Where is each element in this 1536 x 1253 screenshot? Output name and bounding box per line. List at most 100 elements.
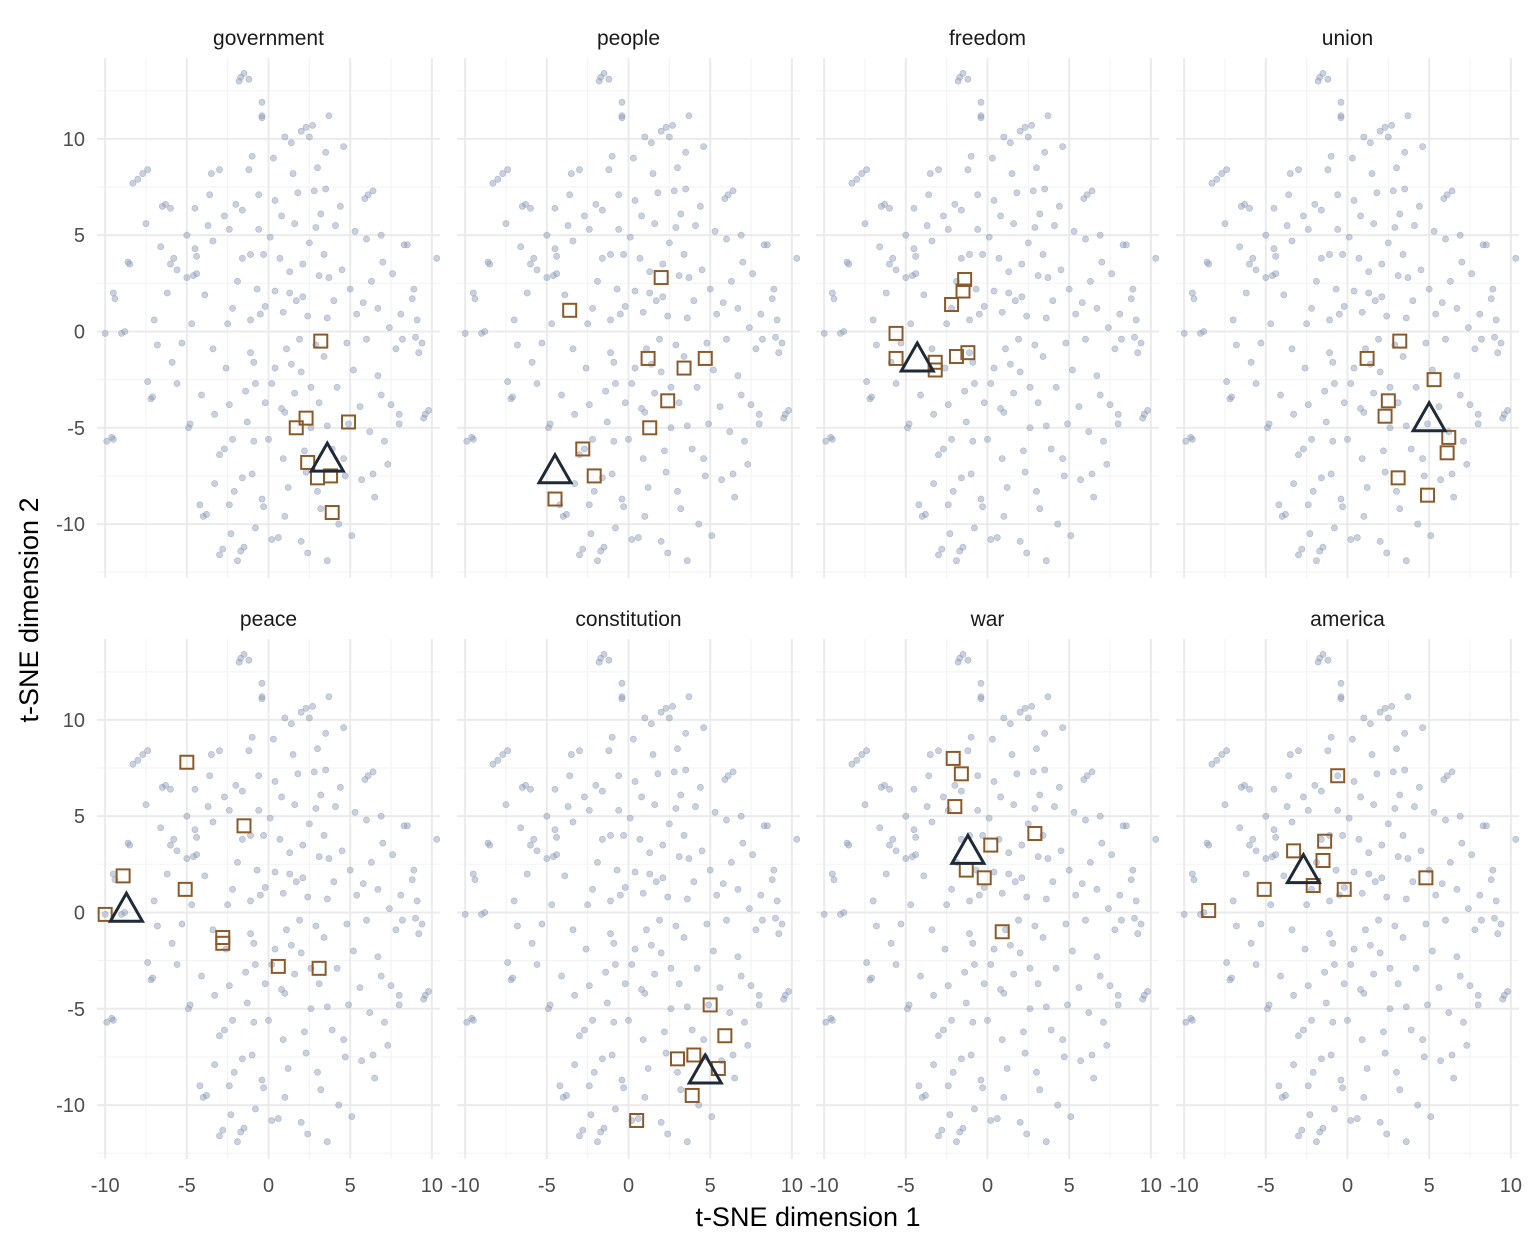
background-point: [323, 895, 331, 903]
background-point: [977, 679, 985, 687]
background-point: [567, 751, 575, 758]
background-point: [543, 855, 551, 862]
background-point: [363, 916, 370, 924]
background-point: [592, 781, 600, 789]
background-point: [1357, 793, 1364, 801]
background-point: [216, 1032, 223, 1040]
background-point: [930, 480, 937, 488]
background-point: [341, 1053, 349, 1061]
background-point: [1069, 947, 1076, 955]
neighbor-square: [702, 997, 718, 1013]
background-point: [585, 807, 593, 814]
background-point: [1463, 460, 1471, 468]
background-point: [912, 252, 920, 260]
neighbor-square: [1439, 445, 1455, 461]
background-point: [943, 320, 951, 328]
background-point: [224, 320, 232, 328]
background-point: [868, 393, 875, 401]
facet-panel-america: america-10 -5 0 5 10: [1170, 608, 1522, 1197]
background-point: [652, 297, 660, 305]
background-point: [989, 735, 996, 743]
background-point: [641, 133, 649, 141]
background-point: [926, 751, 934, 758]
background-point: [199, 1093, 207, 1101]
background-point: [1339, 503, 1346, 511]
background-point: [1358, 889, 1366, 897]
background-point: [1096, 391, 1104, 399]
background-point: [1344, 1016, 1351, 1024]
background-point: [1054, 1101, 1062, 1109]
background-point: [163, 289, 171, 297]
background-point: [1268, 853, 1276, 861]
background-point: [1237, 202, 1245, 210]
background-point: [793, 254, 801, 262]
background-point: [731, 493, 739, 501]
background-point: [139, 170, 147, 177]
background-point: [621, 399, 629, 407]
background-point: [886, 260, 893, 268]
neighbor-square: [1359, 350, 1375, 366]
background-point: [219, 1126, 227, 1134]
background-point: [548, 901, 556, 909]
background-point: [1049, 878, 1057, 886]
background-point: [425, 988, 432, 995]
background-point: [1049, 297, 1057, 305]
neighbor-square: [1377, 408, 1393, 424]
background-point: [261, 980, 269, 988]
background-point: [323, 1138, 331, 1146]
background-point: [384, 1041, 392, 1049]
background-point: [703, 339, 711, 347]
background-point: [1329, 939, 1337, 947]
background-point: [737, 812, 745, 820]
background-point: [1042, 314, 1050, 322]
background-point: [330, 878, 338, 886]
background-point: [561, 291, 569, 299]
background-point: [569, 345, 577, 353]
neighbor-square: [976, 870, 992, 886]
background-point: [576, 551, 583, 559]
background-point: [271, 868, 279, 876]
background-point: [1319, 70, 1327, 77]
background-point: [585, 1082, 593, 1090]
background-point: [1363, 484, 1371, 491]
neighbor-square: [676, 360, 692, 376]
background-point: [345, 1001, 352, 1009]
background-point: [631, 778, 639, 785]
background-point: [1008, 751, 1016, 758]
background-point: [587, 1111, 595, 1119]
background-point: [636, 835, 644, 843]
background-point: [757, 891, 765, 899]
background-point: [969, 939, 977, 947]
background-point: [284, 1065, 292, 1072]
neighbor-square: [341, 414, 357, 430]
background-point: [639, 308, 647, 316]
background-point: [1252, 380, 1260, 387]
background-point: [333, 964, 341, 972]
background-point: [250, 358, 258, 366]
background-point: [980, 303, 988, 310]
background-point: [189, 272, 197, 280]
background-point: [392, 926, 400, 934]
background-point: [598, 206, 606, 214]
neighbor-square: [960, 345, 976, 361]
background-point: [1100, 437, 1107, 445]
background-point: [708, 532, 716, 540]
x-tick-label: 5: [345, 1175, 356, 1197]
background-point: [967, 152, 975, 160]
background-point: [196, 501, 204, 509]
background-point: [559, 512, 567, 520]
background-point: [314, 487, 321, 495]
background-point: [980, 980, 988, 988]
background-point: [1331, 961, 1338, 968]
background-point: [1453, 304, 1461, 312]
background-point: [325, 274, 333, 281]
background-point: [1000, 714, 1008, 722]
facet-title-peace: peace: [240, 608, 297, 631]
background-point: [1277, 972, 1284, 980]
background-point: [191, 785, 199, 793]
background-point: [1129, 285, 1137, 293]
background-point: [530, 835, 538, 843]
background-point: [985, 233, 993, 241]
background-point: [369, 470, 377, 478]
background-point: [631, 945, 639, 953]
